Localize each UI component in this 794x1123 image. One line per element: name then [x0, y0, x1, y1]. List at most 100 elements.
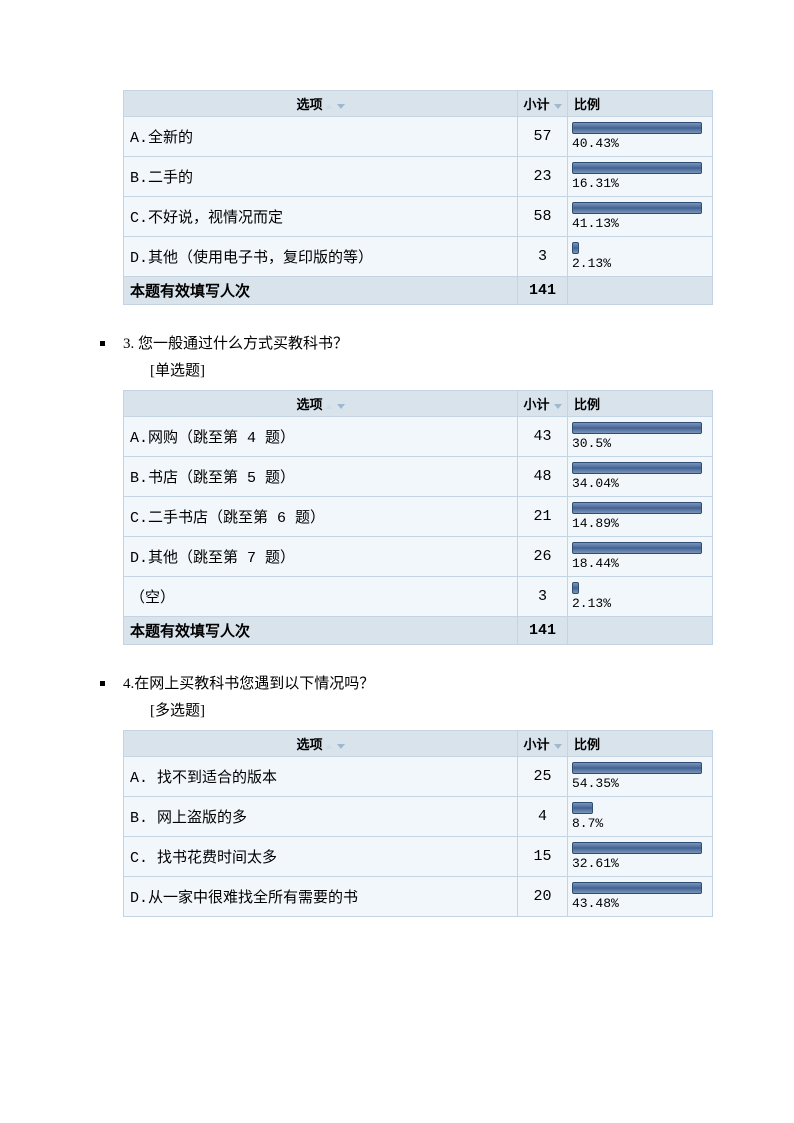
- ratio-bar: [572, 762, 702, 774]
- option-count: 58: [518, 197, 568, 237]
- total-count: 141: [518, 277, 568, 305]
- ratio-label: 16.31%: [572, 176, 706, 191]
- table-total-row: 本题有效填写人次 141: [124, 277, 713, 305]
- table-total-row: 本题有效填写人次 141: [124, 617, 713, 645]
- table-row: D.从一家中很难找全所有需要的书 20 43.48%: [124, 877, 713, 917]
- option-count: 20: [518, 877, 568, 917]
- ratio-bar: [572, 242, 579, 254]
- total-ratio-empty: [568, 277, 713, 305]
- sort-icon: [325, 404, 333, 409]
- option-ratio: 8.7%: [568, 797, 713, 837]
- option-label: D.其他（跳至第 7 题）: [124, 537, 518, 577]
- option-ratio: 14.89%: [568, 497, 713, 537]
- ratio-label: 34.04%: [572, 476, 706, 491]
- ratio-bar: [572, 462, 702, 474]
- option-ratio: 34.04%: [568, 457, 713, 497]
- ratio-label: 41.13%: [572, 216, 706, 231]
- sort-icon: [554, 744, 562, 749]
- survey-table-1: 选项 小计 比例 A.全新的 57 40.43% B.二手的 23: [123, 90, 713, 305]
- option-ratio: 16.31%: [568, 157, 713, 197]
- header-count[interactable]: 小计: [518, 91, 568, 117]
- bullet-icon: [100, 681, 105, 686]
- total-ratio-empty: [568, 617, 713, 645]
- sort-icon: [325, 744, 333, 749]
- option-ratio: 2.13%: [568, 237, 713, 277]
- survey-table-2: 选项 小计 比例 A.网购（跳至第 4 题） 43 30.5% B.书店（跳至第…: [123, 390, 713, 645]
- table-row: C.不好说，视情况而定 58 41.13%: [124, 197, 713, 237]
- table-row: D.其他（跳至第 7 题） 26 18.44%: [124, 537, 713, 577]
- option-count: 3: [518, 237, 568, 277]
- ratio-bar: [572, 502, 702, 514]
- table-row: D.其他（使用电子书，复印版的等） 3 2.13%: [124, 237, 713, 277]
- option-ratio: 2.13%: [568, 577, 713, 617]
- question-block-2: 3. 您一般通过什么方式买教科书？ [单选题] 选项 小计 比例 A.网购（跳至…: [100, 333, 734, 645]
- option-count: 4: [518, 797, 568, 837]
- ratio-label: 14.89%: [572, 516, 706, 531]
- header-option[interactable]: 选项: [124, 731, 518, 757]
- ratio-bar: [572, 842, 702, 854]
- table-row: A.全新的 57 40.43%: [124, 117, 713, 157]
- ratio-label: 8.7%: [572, 816, 706, 831]
- header-option[interactable]: 选项: [124, 391, 518, 417]
- ratio-label: 40.43%: [572, 136, 706, 151]
- ratio-label: 2.13%: [572, 596, 706, 611]
- option-count: 48: [518, 457, 568, 497]
- option-ratio: 30.5%: [568, 417, 713, 457]
- table-header-row: 选项 小计 比例: [124, 731, 713, 757]
- sort-icon: [325, 104, 333, 109]
- ratio-label: 30.5%: [572, 436, 706, 451]
- option-label: A. 找不到适合的版本: [124, 757, 518, 797]
- ratio-label: 54.35%: [572, 776, 706, 791]
- option-label: B.书店（跳至第 5 题）: [124, 457, 518, 497]
- option-count: 3: [518, 577, 568, 617]
- ratio-bar: [572, 542, 702, 554]
- sort-icon: [337, 104, 345, 109]
- option-label: （空）: [124, 577, 518, 617]
- option-count: 15: [518, 837, 568, 877]
- sort-icon: [337, 404, 345, 409]
- ratio-bar: [572, 582, 579, 594]
- option-ratio: 32.61%: [568, 837, 713, 877]
- ratio-label: 2.13%: [572, 256, 706, 271]
- option-ratio: 41.13%: [568, 197, 713, 237]
- option-label: A.全新的: [124, 117, 518, 157]
- sort-icon: [337, 744, 345, 749]
- total-label: 本题有效填写人次: [124, 277, 518, 305]
- question-title-row: 4.在网上买教科书您遇到以下情况吗？: [100, 673, 734, 695]
- question-block-1: 选项 小计 比例 A.全新的 57 40.43% B.二手的 23: [100, 90, 734, 305]
- option-count: 21: [518, 497, 568, 537]
- table-row: B.书店（跳至第 5 题） 48 34.04%: [124, 457, 713, 497]
- header-count[interactable]: 小计: [518, 731, 568, 757]
- option-count: 25: [518, 757, 568, 797]
- question-title-row: 3. 您一般通过什么方式买教科书？: [100, 333, 734, 355]
- option-count: 26: [518, 537, 568, 577]
- table-row: C. 找书花费时间太多 15 32.61%: [124, 837, 713, 877]
- table-header-row: 选项 小计 比例: [124, 391, 713, 417]
- ratio-bar: [572, 202, 702, 214]
- header-count[interactable]: 小计: [518, 391, 568, 417]
- ratio-bar: [572, 122, 702, 134]
- option-ratio: 54.35%: [568, 757, 713, 797]
- option-label: C. 找书花费时间太多: [124, 837, 518, 877]
- ratio-label: 43.48%: [572, 896, 706, 911]
- ratio-label: 18.44%: [572, 556, 706, 571]
- option-label: A.网购（跳至第 4 题）: [124, 417, 518, 457]
- survey-table-3: 选项 小计 比例 A. 找不到适合的版本 25 54.35% B. 网上盗版的多…: [123, 730, 713, 917]
- header-ratio[interactable]: 比例: [568, 91, 713, 117]
- total-count: 141: [518, 617, 568, 645]
- header-ratio[interactable]: 比例: [568, 391, 713, 417]
- option-label: C.二手书店（跳至第 6 题）: [124, 497, 518, 537]
- question-title: 3. 您一般通过什么方式买教科书？: [123, 333, 348, 355]
- table-row: （空） 3 2.13%: [124, 577, 713, 617]
- header-ratio[interactable]: 比例: [568, 731, 713, 757]
- sort-icon: [554, 404, 562, 409]
- option-ratio: 40.43%: [568, 117, 713, 157]
- table-row: A. 找不到适合的版本 25 54.35%: [124, 757, 713, 797]
- option-count: 43: [518, 417, 568, 457]
- ratio-bar: [572, 422, 702, 434]
- question-type: [多选题]: [150, 699, 734, 720]
- total-label: 本题有效填写人次: [124, 617, 518, 645]
- option-ratio: 43.48%: [568, 877, 713, 917]
- option-ratio: 18.44%: [568, 537, 713, 577]
- header-option[interactable]: 选项: [124, 91, 518, 117]
